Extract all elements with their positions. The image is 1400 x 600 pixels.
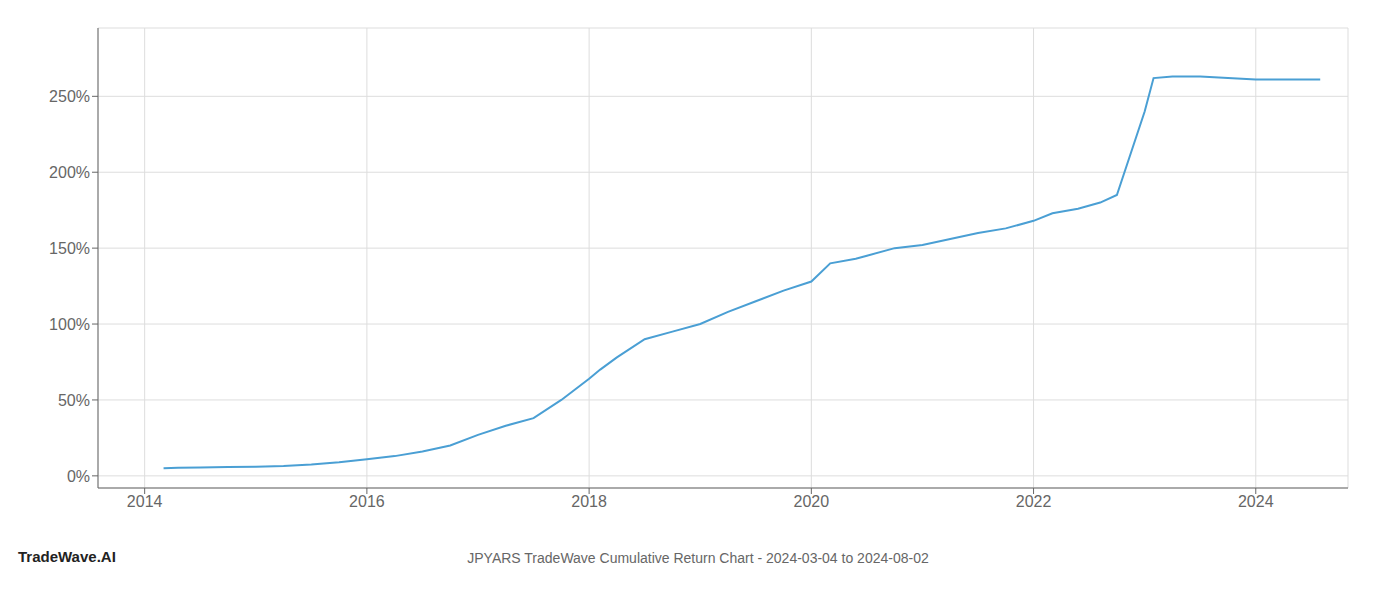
svg-text:2024: 2024 bbox=[1238, 493, 1274, 510]
svg-text:2016: 2016 bbox=[349, 493, 385, 510]
svg-text:0%: 0% bbox=[67, 468, 90, 485]
svg-text:250%: 250% bbox=[49, 88, 90, 105]
svg-text:200%: 200% bbox=[49, 164, 90, 181]
svg-text:2020: 2020 bbox=[794, 493, 830, 510]
svg-text:2014: 2014 bbox=[127, 493, 163, 510]
svg-text:2018: 2018 bbox=[571, 493, 607, 510]
svg-text:2022: 2022 bbox=[1016, 493, 1052, 510]
svg-text:50%: 50% bbox=[58, 392, 90, 409]
html-text:JPYARS TradeWave Cumulative Re: JPYARS TradeWave Cumulative Return Chart… bbox=[467, 550, 929, 566]
svg-text:150%: 150% bbox=[49, 240, 90, 257]
html-text:TradeWave.AI: TradeWave.AI bbox=[18, 548, 116, 565]
svg-text:100%: 100% bbox=[49, 316, 90, 333]
